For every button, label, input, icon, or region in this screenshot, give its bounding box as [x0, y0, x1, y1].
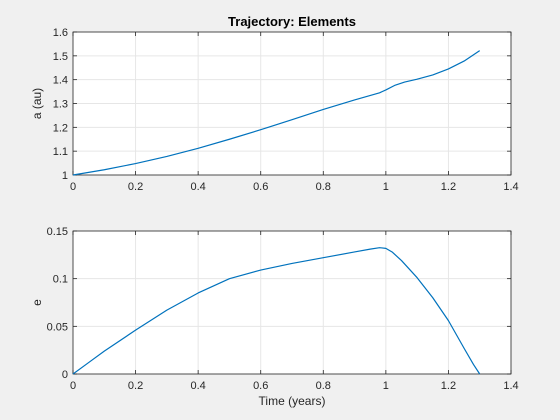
- y-tick-label: 1.5: [53, 51, 68, 63]
- y-tick-label: 1.1: [53, 146, 68, 158]
- x-tick-label: 0.6: [253, 181, 268, 193]
- y-tick-label: 1: [62, 170, 68, 182]
- plots-layer: 0 0.2 0.4 0.6 0.8 1 1.2 1.4 1 1.1 1.2 1.3 1.4 1.5 1.6 T…: [30, 14, 519, 408]
- axes-frame: [72, 230, 512, 375]
- series-line: [72, 50, 481, 176]
- x-tick-label: 1.2: [441, 181, 456, 193]
- x-tick-label: 0.2: [128, 181, 143, 193]
- x-tick-label: 0: [70, 380, 76, 392]
- x-tick-label: 1: [383, 181, 389, 193]
- x-tick-label: 0.2: [128, 380, 143, 392]
- x-tick-label: 1.4: [503, 181, 518, 193]
- x-axis-label: Time (years): [259, 394, 326, 408]
- chart-title: Trajectory: Elements: [228, 14, 356, 29]
- series-line: [72, 247, 481, 375]
- x-tick-label: 1.2: [441, 380, 456, 392]
- x-tick-label: 0: [70, 181, 76, 193]
- y-tick-label: 0.05: [47, 321, 68, 333]
- y-tick-label: 0: [62, 369, 68, 381]
- x-tick-label: 0.8: [316, 380, 331, 392]
- x-tick-label: 0.8: [316, 181, 331, 193]
- x-tick-label: 0.6: [253, 380, 268, 392]
- y-tick-label: 1.4: [53, 75, 68, 87]
- x-tick-label: 1: [383, 380, 389, 392]
- y-tick-label: 0.15: [47, 226, 68, 238]
- y-axis-label: e: [30, 299, 44, 306]
- y-axis-label: a (au): [30, 88, 44, 119]
- x-tick-label: 0.4: [190, 380, 205, 392]
- y-tick-label: 1.2: [53, 122, 68, 134]
- y-tick-label: 0.1: [53, 274, 68, 286]
- axes-background: [73, 231, 511, 374]
- axes-top: 0 0.2 0.4 0.6 0.8 1 1.2 1.4 1 1.1 1.2 1.3 1.4 1.5 1.6 T…: [30, 14, 519, 193]
- x-tick-label: 0.4: [190, 181, 205, 193]
- axes-bottom: 0 0.2 0.4 0.6 0.8 1 1.2 1.4 0 0.05 0.1 0.15 Time (ye…: [30, 226, 519, 408]
- x-tick-label: 1.4: [503, 380, 518, 392]
- y-tick-label: 1.3: [53, 99, 68, 111]
- y-tick-label: 1.6: [53, 27, 68, 39]
